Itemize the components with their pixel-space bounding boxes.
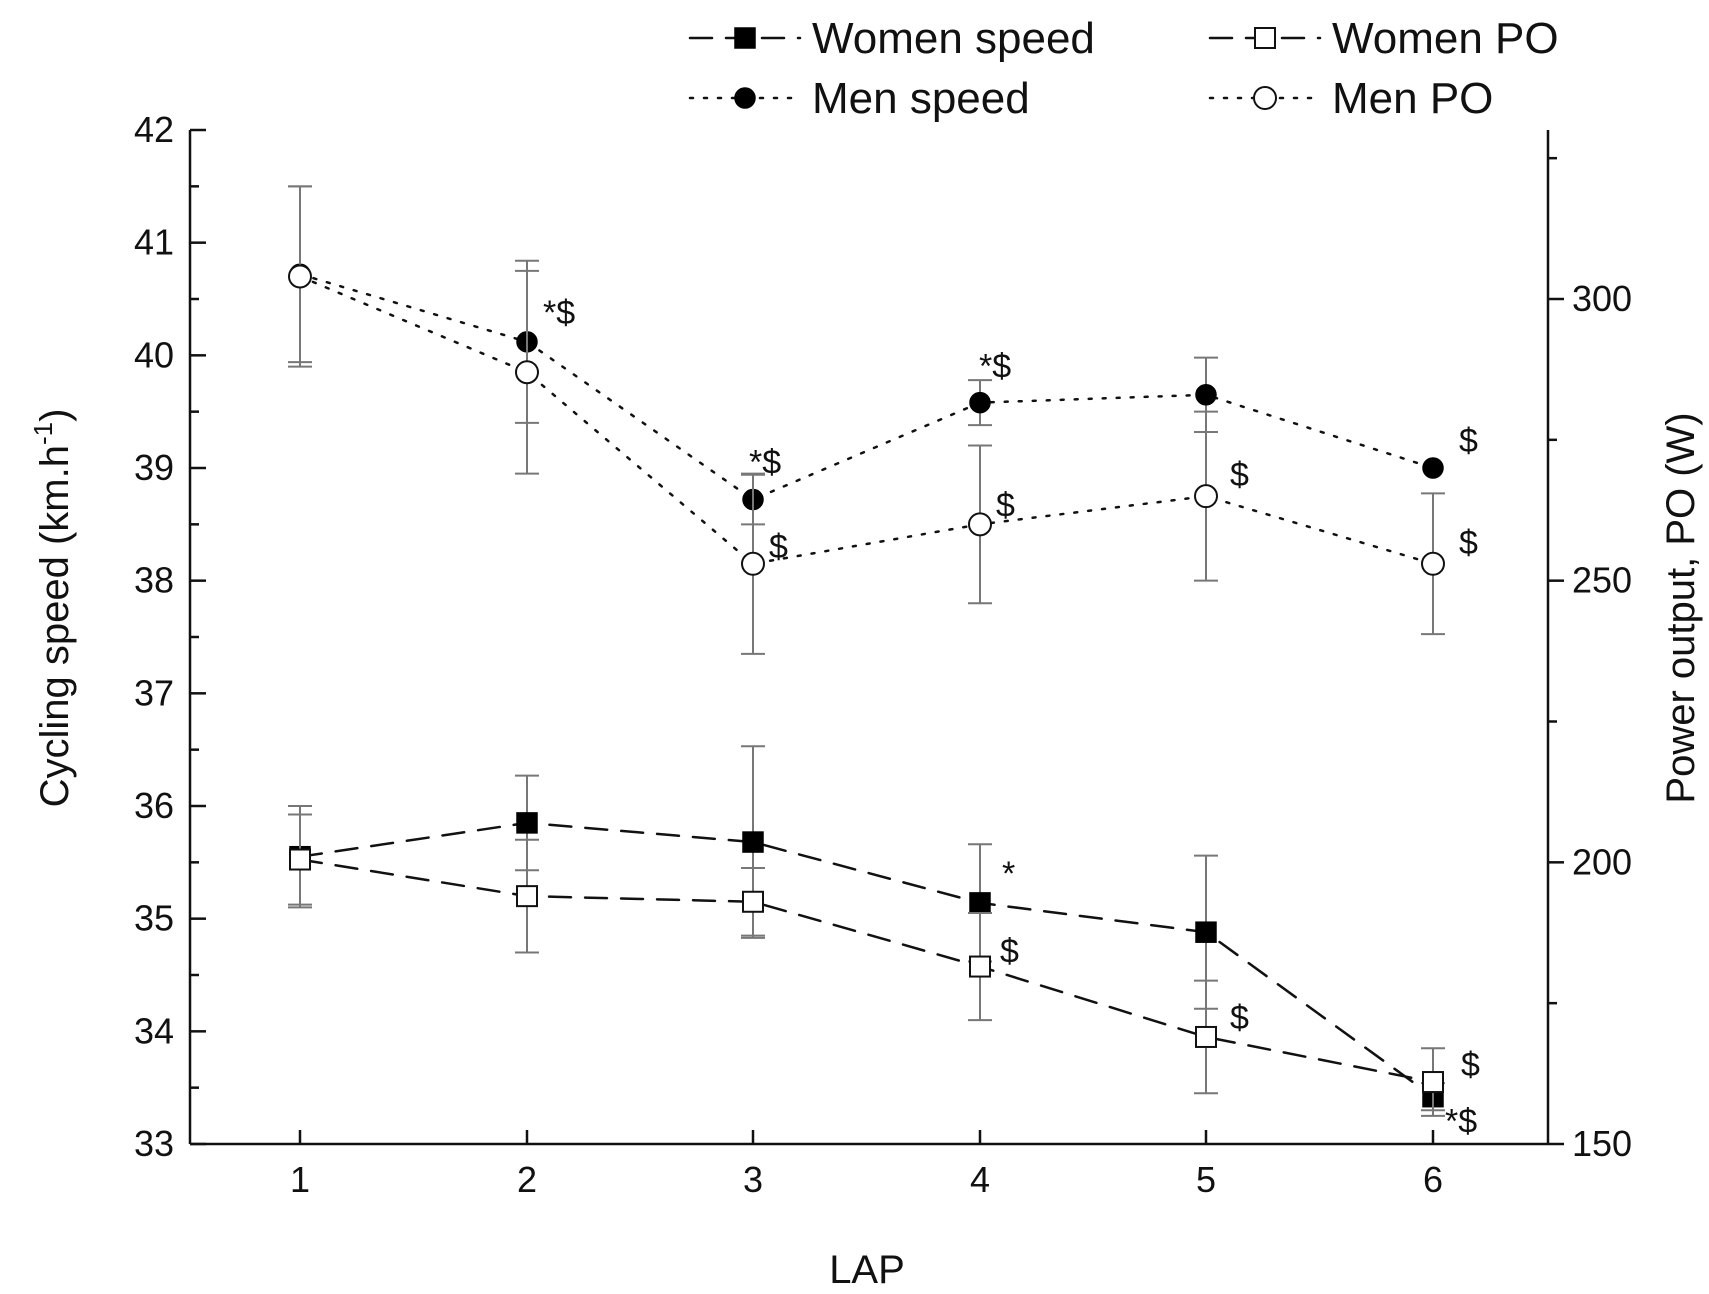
significance-label: $ <box>1230 456 1249 494</box>
y-tick-label: 39 <box>134 447 174 488</box>
significance-label: $ <box>1000 933 1019 971</box>
significance-label: $ <box>769 528 788 566</box>
men-speed-point <box>1195 384 1217 406</box>
y-tick-label: 35 <box>134 898 174 939</box>
women-speed-point <box>1195 921 1217 943</box>
men-speed-point <box>1422 457 1444 479</box>
x-tick-label: 2 <box>517 1159 537 1200</box>
y2-tick-label: 250 <box>1572 560 1632 601</box>
x-axis-title: LAP <box>829 1248 905 1292</box>
women-speed-line <box>298 821 1435 1098</box>
y2-tick-label: 300 <box>1572 278 1632 319</box>
y-axis-title-main: Cycling speed (km.h <box>33 445 77 807</box>
women-po-point <box>516 885 538 908</box>
y-tick-label: 36 <box>134 785 174 826</box>
y2-tick-label: 200 <box>1572 841 1632 882</box>
significance-label: $ <box>1459 422 1478 460</box>
men-speed-point <box>969 391 991 414</box>
women-po-line <box>298 858 1435 1084</box>
y2-axis-title: Power output, PO (W) <box>1659 412 1703 803</box>
legend-label-women-speed: Women speed <box>812 14 1095 63</box>
women-po-point <box>969 955 991 978</box>
y-axis-title-close: ) <box>33 409 77 422</box>
x-tick-label: 5 <box>1196 1159 1216 1200</box>
x-tick-label: 3 <box>743 1159 763 1200</box>
men-po-point <box>968 512 992 537</box>
significance-label: $ <box>996 486 1015 524</box>
x-tick-label: 6 <box>1423 1159 1443 1200</box>
significance-label: $ <box>1459 524 1478 562</box>
significance-label: *$ <box>749 444 781 482</box>
significance-label: $ <box>1461 1046 1480 1084</box>
legend-marker-women-speed <box>734 27 756 49</box>
legend: Women speed Women PO Men speed Men PO <box>688 14 1559 123</box>
significance-label: $ <box>1230 999 1249 1037</box>
legend-label-women-po: Women PO <box>1332 14 1559 63</box>
legend-marker-men-po <box>1253 86 1277 110</box>
men-po-point <box>515 360 539 385</box>
significance-label: * <box>1002 855 1015 893</box>
women-speed-point <box>969 892 991 914</box>
women-po-point <box>1195 1025 1217 1048</box>
y2-tick-label: 150 <box>1572 1123 1632 1164</box>
significance-label: *$ <box>543 294 575 332</box>
men-speed-line <box>298 272 1435 501</box>
legend-label-men-speed: Men speed <box>812 74 1030 123</box>
men-po-point <box>1194 484 1218 509</box>
y-tick-label: 40 <box>134 334 174 375</box>
x-tick-label: 1 <box>290 1159 310 1200</box>
women-speed-point <box>742 831 764 853</box>
x-tick-label: 4 <box>970 1159 990 1200</box>
series-layer <box>288 185 1445 1117</box>
significance-label: *$ <box>1445 1103 1477 1141</box>
y-tick-label: 41 <box>134 222 174 263</box>
y-tick-label: 34 <box>134 1010 174 1051</box>
y-tick-label: 38 <box>134 560 174 601</box>
y-tick-label: 33 <box>134 1123 174 1164</box>
y-tick-label: 42 <box>134 109 174 150</box>
men-po-point <box>741 551 765 576</box>
legend-marker-men-speed <box>734 87 756 109</box>
women-po-point <box>1422 1071 1444 1094</box>
women-speed-point <box>516 812 538 834</box>
annotations-layer: *$ *$ *$ $ $ $ $ $ * *$ $ $ $ <box>543 294 1480 1141</box>
y-tick-label: 37 <box>134 672 174 713</box>
men-po-point <box>288 264 312 289</box>
y-axis-title-sup: -1 <box>28 422 58 445</box>
women-po-point <box>289 848 311 871</box>
significance-label: *$ <box>979 348 1011 386</box>
men-po-line <box>298 275 1435 566</box>
y-axis-title: Cycling speed (km.h-1) <box>28 409 77 808</box>
men-po-point <box>1421 551 1445 576</box>
legend-label-men-po: Men PO <box>1332 74 1493 123</box>
women-po-point <box>742 890 764 913</box>
legend-marker-women-po <box>1254 27 1276 49</box>
